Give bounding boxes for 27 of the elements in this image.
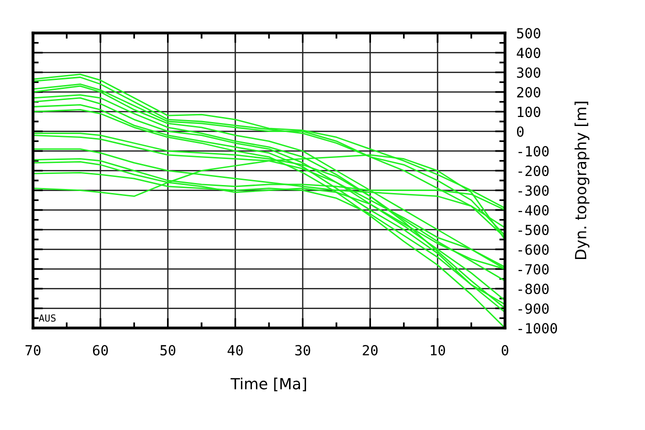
y-tick-label: 0	[517, 126, 524, 137]
y-tick-label: 400	[516, 48, 540, 58]
y-tick-label: 500	[517, 28, 540, 39]
y-tick-label: 300	[517, 67, 540, 78]
y-tick-label: -800	[518, 284, 549, 294]
y-tick-label: -100	[518, 146, 549, 157]
x-tick-label: 60	[92, 344, 108, 356]
x-tick-label: 10	[430, 344, 446, 356]
x-tick-label: 0	[502, 344, 508, 356]
y-tick-label: -300	[518, 185, 549, 196]
y-tick-label: -1000	[518, 323, 558, 334]
x-tick-label: 40	[228, 344, 243, 356]
y-axis-title: Dyn. topography [m]	[574, 102, 590, 260]
y-tick-label: 100	[518, 106, 540, 118]
x-axis-title: Time [Ma]	[230, 378, 306, 392]
x-tick-label: 70	[26, 344, 40, 356]
x-tick-label: 50	[160, 344, 176, 356]
y-tick-label: -900	[518, 303, 549, 314]
x-tick-label: 30	[295, 344, 310, 356]
y-tick-label: 200	[517, 87, 540, 98]
y-tick-label: -700	[518, 264, 549, 275]
y-tick-label: -400	[518, 205, 549, 216]
x-tick-label: 20	[362, 344, 378, 356]
annotation: AUS	[38, 314, 56, 322]
y-tick-label: -200	[518, 166, 549, 176]
y-tick-label: -600	[518, 244, 549, 255]
y-tick-label: -500	[518, 224, 549, 236]
